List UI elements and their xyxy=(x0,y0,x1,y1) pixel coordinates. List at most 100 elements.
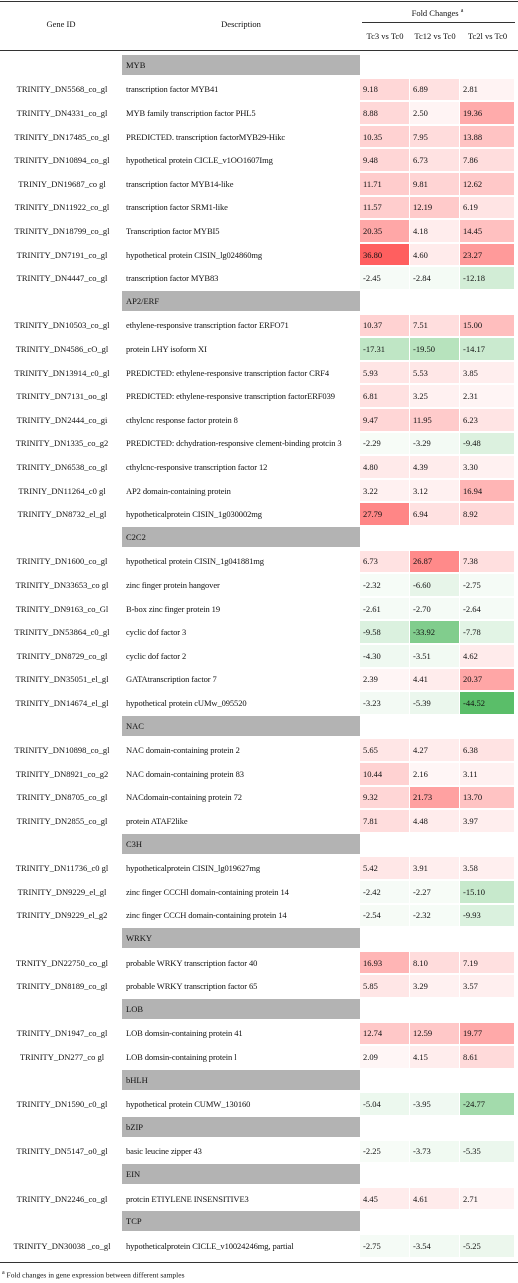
heat-cell xyxy=(460,668,514,691)
heat-cell xyxy=(360,857,409,879)
gene-id: TRINIY_DN19687_co gl xyxy=(18,178,106,189)
description: cyclic dof factor 2 xyxy=(126,650,187,661)
description: PREDICTED: ethylene-responsive transcrip… xyxy=(126,367,330,378)
description: transcription factor MYB41 xyxy=(126,84,219,95)
heat-cell xyxy=(410,810,459,832)
description: protein ATAF2like xyxy=(126,816,188,826)
description: cyclic dof factor 3 xyxy=(126,627,187,638)
heat-cell xyxy=(460,125,514,148)
heat-cell xyxy=(410,338,459,360)
heat-cell xyxy=(410,432,459,455)
fold-value: 3.58 xyxy=(463,863,478,874)
fold-changes-note: a xyxy=(460,8,464,14)
heat-cell xyxy=(410,597,459,620)
heat-cell xyxy=(410,243,459,266)
description: GATAtranscription factor 7 xyxy=(126,674,217,685)
gene-id: TRINITY_DN11736_c0 gl xyxy=(15,863,109,874)
heat-cell xyxy=(410,267,459,289)
fold-value: -3.29 xyxy=(413,438,431,449)
heat-cell xyxy=(360,361,409,384)
heat-cell xyxy=(360,810,409,832)
group-band xyxy=(122,1069,360,1090)
fold-value: -9.48 xyxy=(463,438,481,449)
gene-id: TRINITY_DN4331_co_gl xyxy=(16,108,108,118)
heat-cell xyxy=(460,267,514,289)
group-name: WRKY xyxy=(126,933,152,944)
fold-value: -3.23 xyxy=(363,698,381,708)
heat-cell xyxy=(460,220,514,242)
gene-id: TRINITY_DN4447_co_gl xyxy=(16,273,108,284)
description: ethylene-responsive transcription factor… xyxy=(126,320,289,331)
fold-value: -2.61 xyxy=(363,603,381,614)
fold-value: 5.93 xyxy=(363,367,378,378)
heat-cell xyxy=(460,881,514,903)
gene-id: TRINITY_DN33653_co gl xyxy=(15,580,109,590)
gene-id: TRINITY_DN14674_el_gl xyxy=(15,698,109,708)
description: AP2 domain-containing protein xyxy=(126,485,231,496)
description: hypothetical protein CISIN_1g041881mg xyxy=(126,556,264,567)
heat-cell xyxy=(360,1046,409,1068)
heat-cell xyxy=(360,338,409,360)
gene-id: TRINITY_DN7191_co_gl xyxy=(16,249,108,260)
fold-value: 3.22 xyxy=(363,485,378,496)
heat-cell xyxy=(410,503,459,525)
fold-value: -7.78 xyxy=(463,627,481,638)
fold-value: 2.50 xyxy=(413,108,428,118)
description: hypothetical protein cUMw_095520 xyxy=(126,698,247,708)
heat-cell xyxy=(410,1140,459,1163)
heat-cell xyxy=(460,1187,514,1210)
fold-value: -24.77 xyxy=(463,1099,485,1110)
heat-cell xyxy=(460,1046,514,1068)
fold-value: 2.71 xyxy=(463,1193,478,1204)
fold-value: 15.00 xyxy=(463,320,483,331)
fold-value: -2.27 xyxy=(413,886,431,897)
heat-cell xyxy=(360,1187,409,1210)
fold-value: 9.18 xyxy=(363,84,378,95)
fold-value: 20.35 xyxy=(363,226,383,236)
fold-value: 4.61 xyxy=(413,1193,428,1204)
heat-cell xyxy=(410,621,459,643)
fold-value: 36.80 xyxy=(363,249,383,260)
gene-id: TRINITY_DN8705_co_gl xyxy=(16,792,108,803)
heat-cell xyxy=(460,432,514,455)
fold-value: 5.42 xyxy=(363,863,378,874)
group-band xyxy=(122,55,360,75)
gene-id: TRINITY_DN1947_co_gl xyxy=(16,1028,108,1039)
heat-cell xyxy=(360,196,409,219)
fold-value: 7.86 xyxy=(463,155,478,166)
heat-cell xyxy=(410,692,459,714)
description: PREDICTED: ethylene-responsive transcrip… xyxy=(126,391,335,402)
heat-cell xyxy=(360,904,409,927)
heat-cell xyxy=(460,951,514,974)
heat-cell xyxy=(460,173,514,195)
gene-id: TRINITY_DN2444_co_gi xyxy=(16,414,108,425)
heat-cell xyxy=(360,763,409,785)
heat-cell xyxy=(360,78,409,101)
fold-value: -19.50 xyxy=(413,344,435,354)
fold-value: 2.16 xyxy=(413,768,428,779)
group-name: TCP xyxy=(126,1216,142,1227)
heat-cell xyxy=(410,361,459,384)
heat-cell xyxy=(460,1140,514,1163)
description: zinc finger CCCHl domain-containing prot… xyxy=(126,886,289,897)
heat-cell xyxy=(360,1022,409,1045)
gene-id: TRINITY_DN11922_co_gl xyxy=(14,202,110,213)
gene-id: TRINITY_DN8189_co_gl xyxy=(16,981,108,992)
heat-cell xyxy=(410,220,459,242)
fold-value: -12.18 xyxy=(463,273,485,284)
heat-cell xyxy=(460,645,514,667)
heat-cell xyxy=(360,550,409,573)
heat-cell xyxy=(460,196,514,219)
description: cthylcnc response factor protein 8 xyxy=(126,414,238,425)
fold-value: 3.12 xyxy=(413,485,428,496)
fold-value: 8.61 xyxy=(463,1052,478,1062)
heat-cell xyxy=(460,739,514,761)
fold-value: 8.88 xyxy=(363,108,378,118)
group-name: bZIP xyxy=(126,1122,143,1132)
gene-id: TRINITY_DN10898_co_gl xyxy=(14,745,110,756)
heat-cell xyxy=(410,1022,459,1045)
column-header: Tc12 vs Tc0 xyxy=(414,31,456,41)
description: PREDICTED: dchydration-responsive clemen… xyxy=(126,438,342,449)
fold-value: 13.88 xyxy=(463,131,483,142)
